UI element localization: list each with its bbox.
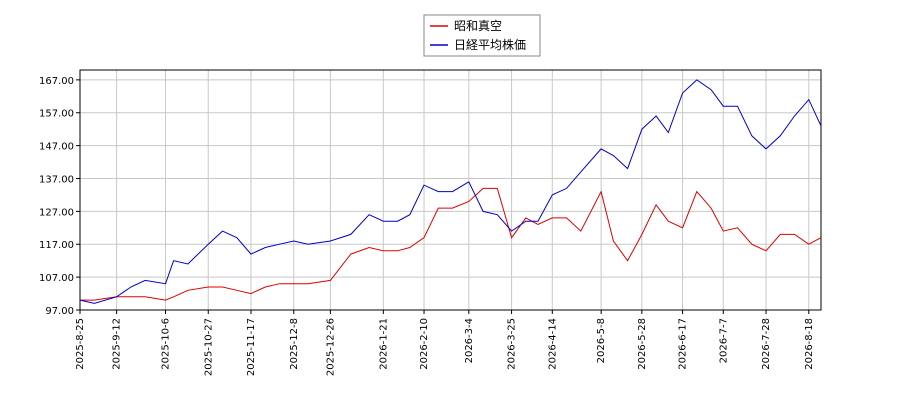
y-tick-label: 97.00	[45, 306, 74, 317]
plot-frame	[79, 69, 822, 311]
x-tick-label: 2026-8-18	[804, 318, 815, 370]
x-tick-label: 2025-9-12	[112, 318, 123, 370]
plot-area	[80, 70, 821, 310]
x-tick-label: 2026-4-14	[547, 318, 558, 370]
x-tick-label: 2025-12-26	[325, 318, 336, 376]
y-tick-label: 107.00	[39, 273, 74, 284]
x-tick-label: 2025-11-17	[246, 318, 257, 376]
x-tick-label: 2025-10-6	[161, 318, 172, 370]
series-line	[80, 187, 822, 301]
y-tick-label: 147.00	[39, 142, 74, 153]
x-tick-label: 2025-10-27	[203, 318, 214, 376]
y-tick-label: 137.00	[39, 174, 74, 185]
x-tick-label: 2025-12-8	[289, 318, 300, 370]
y-tick-label: 127.00	[39, 207, 74, 218]
x-tick-label: 2026-2-10	[419, 318, 430, 370]
y-tick-label: 167.00	[39, 76, 74, 87]
x-tick-label: 2026-1-21	[378, 318, 389, 370]
y-tick-label: 117.00	[39, 240, 74, 251]
x-tick-label: 2025-8-25	[75, 318, 86, 370]
x-tick-label: 2026-5-28	[637, 318, 648, 370]
x-tick-label: 2026-3-25	[507, 318, 518, 370]
y-tick-label: 157.00	[39, 109, 74, 120]
x-tick-label: 2026-7-28	[761, 318, 772, 370]
legend-box	[423, 14, 541, 57]
x-tick-label: 2026-7-7	[718, 318, 729, 363]
x-tick-label: 2026-3-4	[464, 318, 475, 363]
x-tick-label: 2026-5-8	[596, 318, 607, 363]
series-line	[79, 79, 822, 304]
legend-label: 昭和真空	[454, 19, 502, 33]
x-tick-label: 2026-6-17	[678, 318, 689, 370]
legend-label: 日経平均株価	[454, 37, 526, 52]
